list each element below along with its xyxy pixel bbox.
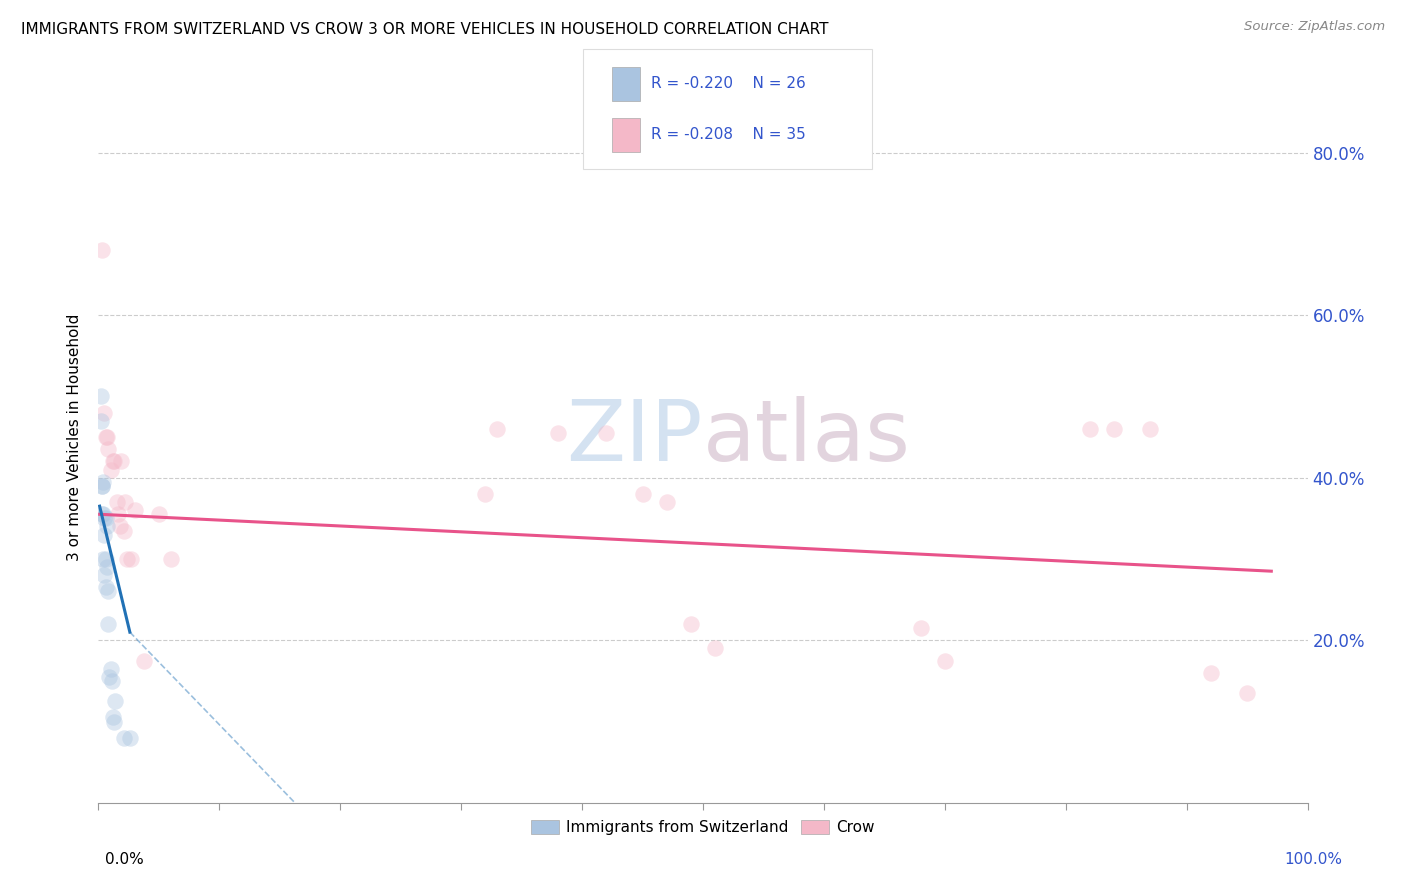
Point: [93, 511, 115, 525]
Point: [94, 552, 117, 566]
Point: [910, 621, 932, 635]
Point: [117, 552, 139, 566]
Point: [110, 454, 132, 468]
Point: [100, 673, 122, 688]
Point: [94, 511, 117, 525]
Point: [108, 519, 131, 533]
Point: [103, 714, 125, 729]
Text: Source: ZipAtlas.com: Source: ZipAtlas.com: [1244, 20, 1385, 33]
Point: [112, 731, 135, 745]
Point: [104, 694, 127, 708]
Point: [118, 731, 141, 745]
Point: [124, 503, 146, 517]
Point: [100, 662, 122, 676]
Point: [101, 710, 124, 724]
Text: atlas: atlas: [703, 395, 911, 479]
Point: [97, 617, 120, 632]
Point: [107, 508, 129, 522]
Point: [91, 552, 114, 566]
Point: [100, 462, 122, 476]
Point: [97, 442, 120, 457]
Point: [101, 454, 124, 468]
Point: [704, 641, 727, 656]
Point: [547, 425, 569, 440]
Point: [91, 479, 114, 493]
Point: [1139, 422, 1161, 436]
Legend: Immigrants from Switzerland, Crow: Immigrants from Switzerland, Crow: [523, 812, 883, 843]
Point: [1236, 686, 1258, 700]
Point: [97, 584, 120, 599]
Point: [96, 430, 118, 444]
Point: [160, 552, 183, 566]
Y-axis label: 3 or more Vehicles in Household: 3 or more Vehicles in Household: [67, 313, 83, 561]
Point: [134, 654, 156, 668]
Point: [1102, 422, 1125, 436]
Point: [98, 670, 121, 684]
Point: [595, 425, 617, 440]
Point: [96, 560, 118, 574]
Text: 0.0%: 0.0%: [105, 852, 145, 867]
Point: [114, 495, 136, 509]
Point: [93, 527, 115, 541]
Point: [93, 568, 115, 582]
Point: [94, 581, 117, 595]
Point: [1078, 422, 1101, 436]
Point: [148, 508, 170, 522]
Point: [96, 519, 118, 533]
Point: [655, 495, 678, 509]
Point: [90, 389, 112, 403]
Point: [1199, 665, 1222, 680]
Point: [120, 552, 142, 566]
Point: [91, 243, 114, 257]
Text: R = -0.220    N = 26: R = -0.220 N = 26: [651, 77, 806, 91]
Point: [486, 422, 509, 436]
Point: [934, 654, 956, 668]
Text: R = -0.208    N = 35: R = -0.208 N = 35: [651, 128, 806, 142]
Point: [91, 508, 114, 522]
Point: [474, 487, 496, 501]
Point: [91, 479, 114, 493]
Point: [112, 524, 135, 538]
Text: 100.0%: 100.0%: [1285, 852, 1343, 867]
Point: [93, 406, 115, 420]
Text: ZIP: ZIP: [567, 395, 703, 479]
Point: [679, 617, 702, 632]
Point: [91, 508, 114, 522]
Point: [94, 430, 117, 444]
Point: [90, 414, 112, 428]
Point: [103, 454, 125, 468]
Text: IMMIGRANTS FROM SWITZERLAND VS CROW 3 OR MORE VEHICLES IN HOUSEHOLD CORRELATION : IMMIGRANTS FROM SWITZERLAND VS CROW 3 OR…: [21, 22, 828, 37]
Point: [631, 487, 654, 501]
Point: [105, 495, 128, 509]
Point: [91, 475, 114, 489]
